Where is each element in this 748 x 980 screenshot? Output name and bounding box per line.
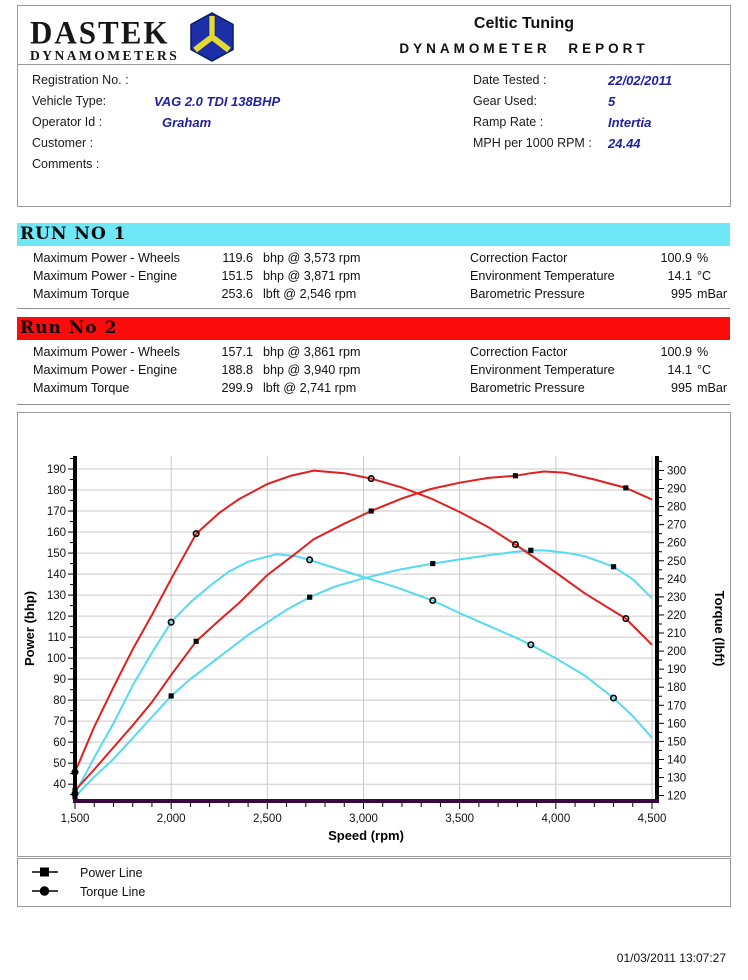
svg-text:100: 100 (47, 653, 66, 665)
svg-text:4,000: 4,000 (541, 813, 570, 825)
logo-subtitle: DYNAMOMETERS (30, 47, 180, 63)
legend-item-torque: Torque Line (32, 884, 145, 900)
legend-label: Power Line (80, 866, 143, 880)
svg-text:300: 300 (667, 465, 686, 477)
svg-text:240: 240 (667, 574, 686, 586)
vehicle-info-panel: Registration No. : Vehicle Type: VAG 2.0 … (17, 64, 731, 207)
svg-text:230: 230 (667, 592, 686, 604)
info-row: Gear Used: 5 (473, 94, 616, 109)
info-row: Date Tested :22/02/2011 (473, 73, 673, 88)
svg-text:120: 120 (667, 791, 686, 803)
svg-text:150: 150 (47, 548, 66, 560)
env-row: Correction Factor 100.9% (470, 345, 709, 359)
svg-text:160: 160 (667, 718, 686, 730)
stat-row: Maximum Power - Wheels 119.6 bhp @ 3,573 r… (33, 251, 361, 265)
torque-line-marker-icon (32, 885, 58, 900)
svg-text:170: 170 (667, 700, 686, 712)
dastek-cube-icon (189, 12, 235, 67)
env-row: Barometric Pressure 995 mBar (470, 381, 728, 395)
info-row: Vehicle Type: VAG 2.0 TDI 138BHP (32, 94, 281, 109)
dyno-chart: 40 50 60 70 80 90 100 110 120 130 140 150 160 170 180 1… (22, 456, 727, 843)
stat-row: Maximum Torque 253.6 lbft @ 2,546 rpm (33, 287, 357, 301)
svg-text:210: 210 (667, 628, 686, 640)
stat-row: Maximum Torque 299.9 lbft @ 2,741 rpm (33, 381, 357, 395)
svg-text:80: 80 (53, 695, 66, 707)
svg-text:280: 280 (667, 502, 686, 514)
dastek-logo: DASTEK DYNAMOMETERS (30, 12, 235, 67)
svg-text:200: 200 (667, 646, 686, 658)
run2-banner: Run No 2 (17, 317, 730, 340)
logo-title: DASTEK (30, 13, 170, 51)
svg-text:40: 40 (53, 779, 66, 791)
env-row: Environment Temperature 14.1 °C (470, 363, 712, 377)
info-row: Ramp Rate : Intertia (473, 115, 652, 130)
svg-text:50: 50 (53, 758, 66, 770)
svg-text:180: 180 (667, 682, 686, 694)
svg-text:270: 270 (667, 520, 686, 532)
svg-text:190: 190 (47, 464, 66, 476)
report-title: DYNAMOMETER REPORT (399, 41, 649, 56)
svg-text:190: 190 (667, 664, 686, 676)
svg-text:2,500: 2,500 (253, 813, 282, 825)
dyno-chart-panel: 40 50 60 70 80 90 100 110 120 130 140 150 160 170 180 1… (17, 412, 731, 857)
section-divider (17, 308, 730, 309)
svg-text:Torque (lbft): Torque (lbft) (712, 591, 727, 667)
svg-text:160: 160 (47, 527, 66, 539)
info-row: Customer : (32, 136, 94, 150)
info-row: Comments : (32, 157, 100, 171)
svg-text:2,000: 2,000 (157, 813, 186, 825)
section-divider (17, 404, 730, 405)
svg-text:170: 170 (47, 506, 66, 518)
legend-label: Torque Line (80, 885, 146, 899)
power-line-marker-icon (32, 866, 58, 881)
svg-text:4,500: 4,500 (638, 813, 667, 825)
run2-title: Run No 2 (20, 318, 118, 338)
info-row: Operator Id : Graham (32, 115, 212, 130)
svg-text:1,500: 1,500 (61, 813, 90, 825)
run1-title: RUN NO 1 (20, 224, 127, 244)
svg-text:250: 250 (667, 556, 686, 568)
info-row: Registration No. : (32, 73, 129, 87)
svg-text:3,000: 3,000 (349, 813, 378, 825)
svg-text:150: 150 (667, 736, 686, 748)
print-timestamp: 01/03/2011 13:07:27 (616, 951, 726, 965)
svg-text:130: 130 (667, 773, 686, 785)
env-row: Correction Factor 100.9% (470, 251, 709, 265)
svg-text:260: 260 (667, 538, 686, 550)
stat-row: Maximum Power - Wheels 157.1 bhp @ 3,861 r… (33, 345, 361, 359)
svg-text:110: 110 (48, 632, 66, 644)
run1-banner: RUN NO 1 (17, 223, 730, 246)
company-name: Celtic Tuning (473, 15, 575, 32)
svg-text:140: 140 (47, 569, 66, 581)
svg-text:70: 70 (53, 716, 66, 728)
svg-text:Power (bhp): Power (bhp) (22, 591, 37, 666)
info-row: MPH per 1000 RPM :24.44 (473, 136, 641, 151)
env-row: Environment Temperature 14.1 °C (470, 269, 712, 283)
svg-text:Speed (rpm): Speed (rpm) (328, 828, 404, 843)
svg-text:130: 130 (47, 590, 66, 602)
svg-text:180: 180 (47, 485, 66, 497)
svg-text:3,500: 3,500 (445, 813, 474, 825)
svg-text:60: 60 (53, 737, 66, 749)
svg-text:290: 290 (667, 484, 686, 496)
svg-text:90: 90 (53, 674, 66, 686)
svg-text:220: 220 (667, 610, 686, 622)
svg-text:140: 140 (667, 754, 686, 766)
report-header: DASTEK DYNAMOMETERS (17, 5, 731, 66)
chart-legend: Power Line Torque Line (17, 858, 731, 907)
svg-text:120: 120 (47, 611, 66, 623)
stat-row: Maximum Power - Engine 188.8 bhp @ 3,940 r… (33, 363, 361, 377)
stat-row: Maximum Power - Engine 151.5 bhp @ 3,871 r… (33, 269, 361, 283)
env-row: Barometric Pressure 995 mBar (470, 287, 728, 301)
legend-item-power: Power Line (32, 865, 143, 881)
